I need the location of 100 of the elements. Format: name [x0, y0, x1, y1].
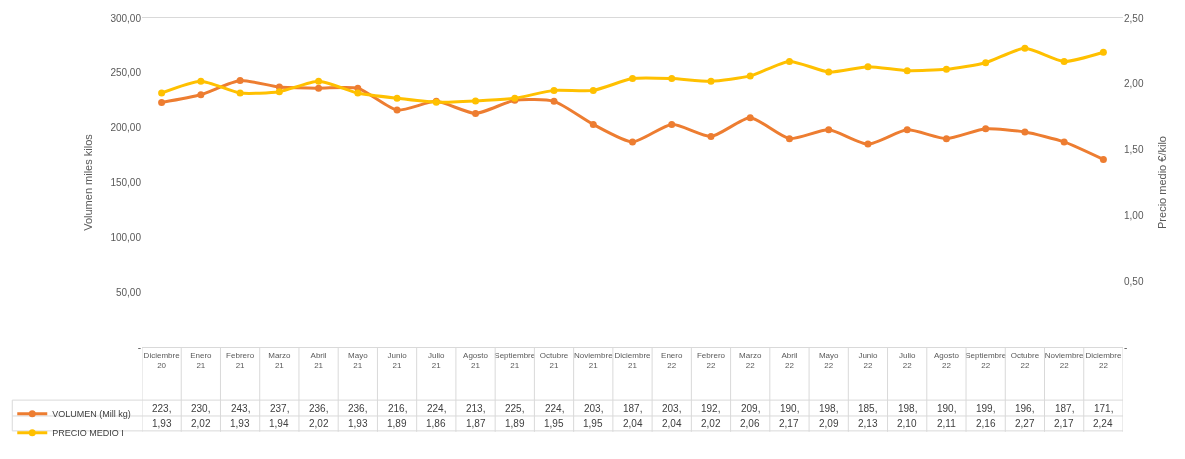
data-label: 2,17: [779, 418, 799, 429]
data-label: 2,09: [819, 418, 839, 429]
data-label: 2,27: [1015, 418, 1035, 429]
data-label: 225,: [505, 403, 525, 414]
data-label: 1,94: [269, 418, 289, 429]
point: [864, 63, 872, 71]
x-tick-label: Octubre 21: [539, 350, 569, 370]
x-tick-label: Enero 22: [661, 350, 683, 370]
data-label: 1,86: [426, 418, 446, 429]
point: [354, 89, 362, 97]
x-tick-label: Noviembre 22: [1044, 350, 1085, 370]
x-tick-label: Diciembre 20: [143, 350, 181, 370]
x-tick-label: Marzo 21: [268, 350, 291, 370]
point: [903, 126, 911, 134]
data-label: 243,: [231, 403, 251, 414]
y-tick-label: 300,00: [110, 12, 142, 24]
point: [1099, 155, 1107, 163]
point: [1021, 44, 1029, 52]
y2-tick-label: 0,50: [1124, 275, 1144, 287]
point: [550, 97, 558, 105]
data-label: 236,: [348, 403, 368, 414]
x-tick-label: Agosto 21: [463, 350, 489, 370]
data-label: 2,16: [976, 418, 996, 429]
y-tick-label: 50,00: [115, 286, 142, 298]
y-tick-label: 100,00: [110, 231, 142, 243]
point: [275, 88, 283, 96]
x-tick-label: Mayo 21: [348, 350, 369, 370]
data-label: 2,11: [937, 418, 957, 429]
point: [982, 125, 990, 133]
data-label: 2,24: [1093, 418, 1113, 429]
point: [315, 77, 323, 85]
point: [707, 77, 715, 85]
data-label: 230,: [191, 403, 211, 414]
point: [589, 120, 597, 128]
point: [668, 75, 676, 83]
data-label: 2,13: [858, 418, 878, 429]
data-label: 187,: [623, 403, 643, 414]
x-tick-label: Junio 21: [387, 350, 408, 370]
point: [1021, 128, 1029, 136]
legend-label: VOLUMEN (Mill kg): [52, 409, 131, 420]
x-tick-label: Mayo 22: [818, 350, 840, 370]
data-label: 171,: [1094, 403, 1114, 414]
data-label: 190,: [780, 403, 800, 414]
point: [197, 77, 205, 85]
y2-tick-label: 1,00: [1124, 209, 1144, 221]
data-label: 198,: [898, 403, 918, 414]
point: [197, 91, 205, 99]
point: [785, 57, 793, 65]
data-label: 203,: [662, 403, 682, 414]
data-label: 1,95: [544, 418, 564, 429]
data-label: 190,: [937, 403, 957, 414]
point: [942, 135, 950, 143]
point: [472, 109, 480, 117]
data-label: 196,: [1015, 403, 1035, 414]
point: [629, 75, 636, 83]
data-label: 209,: [741, 403, 761, 414]
data-label: 1,95: [583, 418, 603, 429]
y2-tick-label: 2,50: [1124, 12, 1144, 24]
data-label: 198,: [819, 403, 839, 414]
point: [785, 135, 793, 143]
y-tick-label: 150,00: [110, 177, 142, 188]
data-label: 2,04: [662, 418, 682, 429]
data-label: 2,04: [623, 418, 643, 429]
x-tick-label: Junio 22: [858, 350, 879, 370]
x-tick-label: Septiembre 22: [965, 350, 1007, 370]
data-label: 236,: [309, 403, 329, 414]
x-tick-label: Noviembre 21: [573, 350, 614, 370]
point: [315, 84, 323, 92]
data-label: 1,87: [466, 418, 486, 429]
x-tick-label: Diciembre 21: [614, 350, 652, 370]
data-label: 1,89: [387, 418, 407, 429]
data-label: 185,: [858, 403, 878, 414]
point: [864, 140, 872, 148]
data-label: 199,: [976, 403, 996, 414]
y-axis-title: Volumen miles kilos: [82, 133, 95, 231]
data-label: 2,02: [309, 418, 329, 429]
data-label: 187,: [1055, 403, 1075, 414]
point: [942, 65, 950, 73]
point: [393, 106, 401, 114]
data-label: 224,: [427, 403, 447, 414]
data-label: 223,: [152, 403, 172, 414]
x-tick-label: Diciembre 22: [1085, 350, 1122, 370]
point: [1060, 138, 1068, 146]
point: [825, 68, 833, 76]
point: [707, 132, 715, 140]
data-label: 1,93: [152, 418, 172, 429]
data-label: 1,89: [505, 418, 525, 429]
x-tick-label: Marzo 22: [739, 350, 762, 370]
point: [236, 77, 244, 85]
x-tick-label: Abril 21: [310, 350, 327, 370]
point: [589, 86, 597, 94]
x-tick-label: Febrero 22: [696, 350, 726, 370]
data-label: 237,: [270, 403, 290, 414]
point: [982, 59, 990, 67]
point: [1060, 57, 1068, 65]
point: [746, 114, 754, 122]
data-label: 1,93: [230, 418, 250, 429]
y2-axis-title: Precio medio €/kilo: [1156, 136, 1169, 229]
y2-tick-label: 2,00: [1124, 78, 1144, 90]
point: [903, 67, 911, 75]
